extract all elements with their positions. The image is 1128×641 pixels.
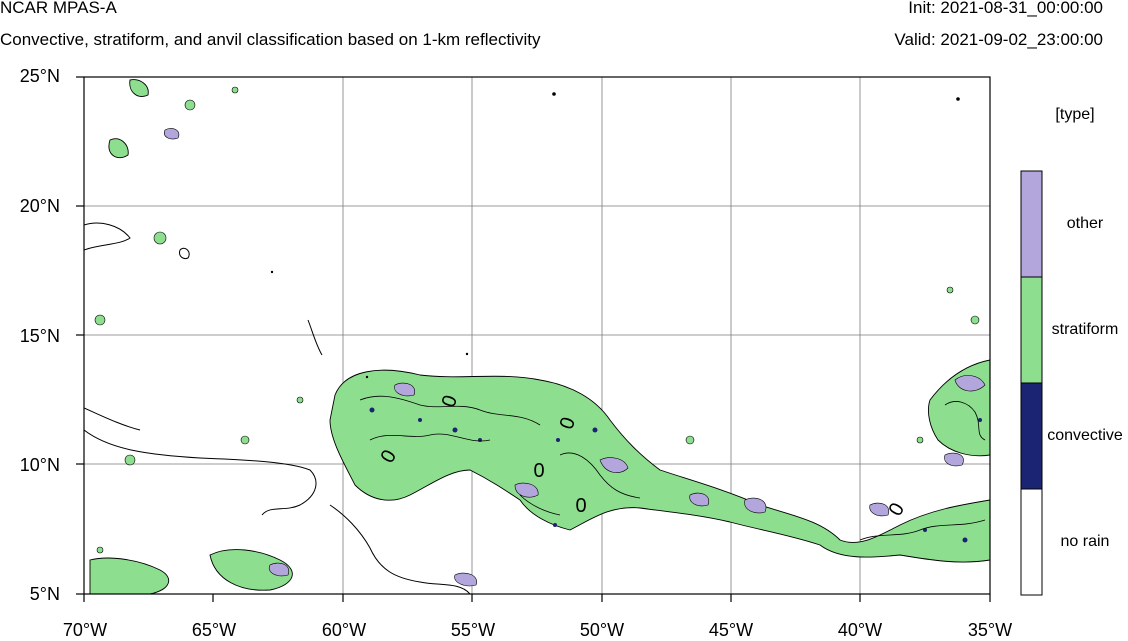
map-title: NCAR MPAS-A [0,0,117,17]
valid-time: Valid: 2021-09-02_23:00:00 [894,30,1103,49]
lat-tick-25n: 25°N [19,66,60,86]
legend-colorbar [1020,170,1043,596]
axis-ticks [76,76,991,602]
legend-swatch-stratiform [1020,276,1043,384]
legend-label-convective: convective [1047,427,1123,444]
legend-label-stratiform: stratiform [1051,321,1119,338]
other-regions [164,128,986,587]
lon-tick-55w: 55°W [450,620,496,640]
contour-label: 0 [533,460,544,482]
legend-label-other: other [1066,215,1104,232]
lon-tick-40w: 40°W [837,620,883,640]
lat-tick-20n: 20°N [19,196,60,216]
convective-cores [369,407,982,543]
lat-tick-5n: 5°N [29,584,60,604]
lat-tick-10n: 10°N [19,455,60,475]
legend-title: [type] [1055,106,1095,123]
map-subtitle: Convective, stratiform, and anvil classi… [0,30,541,49]
inner-contours [359,395,986,541]
grid-lines [84,77,990,594]
legend-swatch-convective [1020,382,1043,490]
contour-label: 0 [885,499,910,520]
lon-tick-65w: 65°W [191,620,237,640]
lon-tick-50w: 50°W [579,620,625,640]
stratiform-regions [89,79,990,594]
legend-swatch-no-rain [1020,488,1043,596]
coastlines [84,222,471,594]
lon-tick-45w: 45°W [708,620,754,640]
scattered-cells [94,86,980,554]
contour-label: 0 [575,495,586,517]
legend-swatch-other [1020,170,1043,278]
legend-label-no-rain: no rain [1060,533,1110,550]
lat-tick-15n: 15°N [19,326,60,346]
lon-tick-70w: 70°W [62,620,108,640]
isolated-points [270,92,960,379]
contour-label-group: 0 0 0 0 0 0 [377,392,910,519]
init-time: Init: 2021-08-31_00:00:00 [908,0,1103,17]
lon-tick-35w: 35°W [967,620,1013,640]
lon-tick-60w: 60°W [321,620,367,640]
